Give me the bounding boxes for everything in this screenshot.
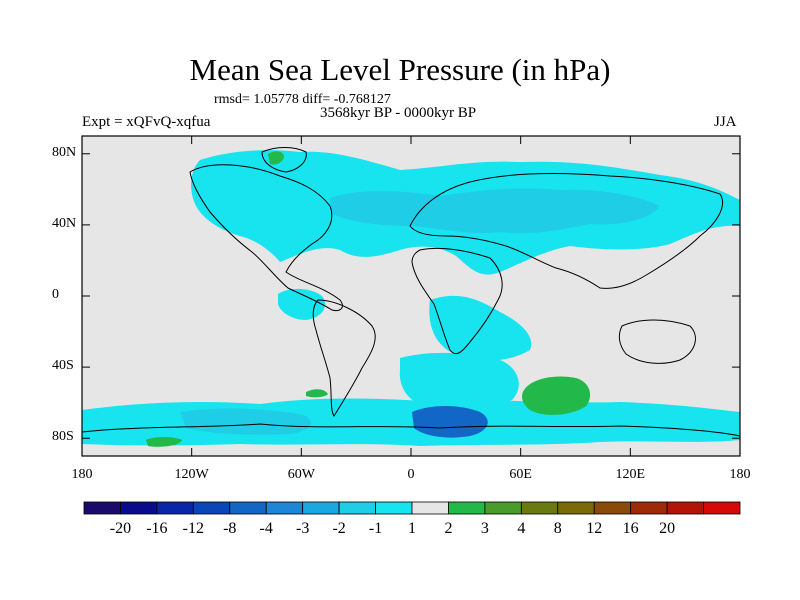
colorbar-swatch [630, 501, 668, 515]
anomaly-field [82, 150, 740, 447]
colorbar-label: -12 [182, 520, 204, 537]
map-panel [81, 135, 741, 457]
colorbar-label: 20 [659, 520, 676, 537]
colorbar-label: 1 [408, 520, 416, 537]
colorbar-label: 3 [480, 520, 489, 537]
season-label: JJA [714, 114, 737, 130]
colorbar-swatch [593, 501, 632, 515]
colorbar-label: -20 [109, 520, 132, 537]
x-tick-label: 180 [729, 467, 751, 482]
colorbar-swatch [448, 501, 486, 515]
x-tick-label: 120E [615, 467, 646, 482]
coast-south-america [312, 299, 376, 417]
y-tick-label: 40S [52, 358, 74, 374]
colorbar-label: -3 [295, 520, 310, 537]
colorbar-label: 8 [553, 520, 562, 537]
colorbar-swatch [265, 501, 304, 515]
anomaly-indian-positive [522, 376, 591, 415]
period-annotation: 3568kyr BP - 0000kyr BP [320, 105, 477, 121]
colorbar-swatch [192, 501, 231, 515]
coast-north-america [189, 164, 343, 311]
colorbar-swatch [703, 501, 741, 515]
colorbar-label: 16 [622, 520, 639, 537]
colorbar-label: -1 [368, 520, 383, 537]
x-tick-label: 60E [509, 467, 532, 482]
anomaly-antarctic-moderate [180, 408, 311, 435]
colorbar-label: -16 [146, 520, 168, 537]
colorbar-swatch [302, 501, 340, 515]
coast-africa [411, 247, 503, 355]
anomaly-antarctic-band [82, 398, 740, 446]
colorbar-label: -2 [332, 520, 346, 537]
coastlines [81, 147, 741, 437]
anomaly-southatlantic-positive [306, 389, 328, 398]
x-tick-label: 0 [407, 467, 415, 482]
axis-ticks [81, 136, 741, 456]
colorbar-swatch [229, 501, 267, 515]
coast-antarctica [81, 423, 741, 437]
colorbar-swatch [120, 501, 158, 515]
anomaly-weddell-strong [412, 406, 488, 438]
anomaly-south-tongue [399, 352, 519, 410]
colorbar-swatch [411, 501, 449, 515]
x-tick-label: 60W [287, 467, 315, 482]
coast-greenland [261, 147, 307, 173]
colorbar-swatch [338, 501, 376, 515]
anomaly-greenland-positive [268, 151, 284, 165]
colorbar-swatch [484, 501, 522, 515]
colorbar-label: -8 [223, 520, 237, 537]
colorbar-label: -4 [259, 520, 273, 537]
anomaly-southpacific-positive [146, 437, 182, 447]
colorbar-label: 12 [586, 520, 603, 537]
y-tick-label: 80N [52, 144, 77, 160]
colorbar [83, 501, 741, 515]
stats-annotation: rmsd= 1.05778 diff= -0.768127 [214, 92, 391, 107]
coast-eurasia [409, 173, 723, 289]
colorbar-label: 2 [444, 520, 453, 537]
colorbar-swatch [156, 501, 194, 515]
colorbar-swatch [557, 501, 595, 515]
colorbar-swatch [83, 501, 121, 515]
colorbar-swatch [666, 501, 704, 515]
x-tick-label: 120W [174, 467, 209, 482]
experiment-label: Expt = xQFvQ-xqfua [82, 114, 211, 130]
y-tick-label: 40N [52, 215, 77, 231]
colorbar-swatch [375, 501, 413, 515]
colorbar-label: 4 [517, 520, 526, 537]
y-tick-label: 0 [52, 287, 59, 302]
y-tick-label: 80S [52, 429, 74, 445]
map-title: Mean Sea Level Pressure (in hPa) [189, 52, 611, 87]
colorbar-swatch [520, 501, 559, 515]
coast-australia [618, 319, 696, 364]
x-tick-label: 180 [71, 467, 93, 482]
